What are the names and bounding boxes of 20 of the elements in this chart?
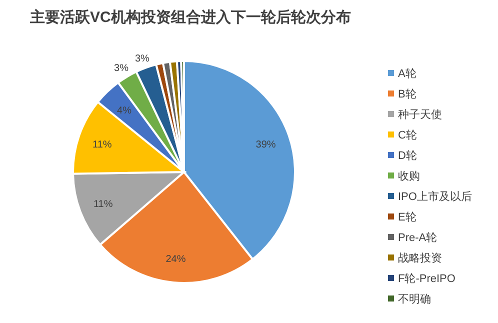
legend-label: IPO上市及以后 <box>398 190 472 203</box>
data-label: 24% <box>166 254 186 266</box>
legend-label: E轮 <box>398 212 416 224</box>
legend-label: 种子天使 <box>398 108 442 121</box>
data-label: 3% <box>135 53 150 64</box>
legend-label: D轮 <box>398 150 417 162</box>
legend-label: 战略投资 <box>398 252 442 264</box>
legend-label: Pre-A轮 <box>398 232 438 244</box>
legend-label: A轮 <box>398 68 416 80</box>
legend-label: F轮-PreIPO <box>398 273 456 285</box>
data-label: 39% <box>256 140 276 151</box>
data-label: 11% <box>92 140 112 151</box>
legend-label: C轮 <box>398 130 417 142</box>
legend-label: 不明确 <box>398 294 431 306</box>
data-label: 4% <box>117 105 132 116</box>
legend-label: B轮 <box>398 88 416 100</box>
chart-title: 主要活跃VC机构投资组合进入下一轮后轮次分布 <box>29 8 351 26</box>
data-label: 11% <box>93 198 113 210</box>
data-label: 3% <box>114 63 129 74</box>
legend-label: 收购 <box>398 170 420 182</box>
